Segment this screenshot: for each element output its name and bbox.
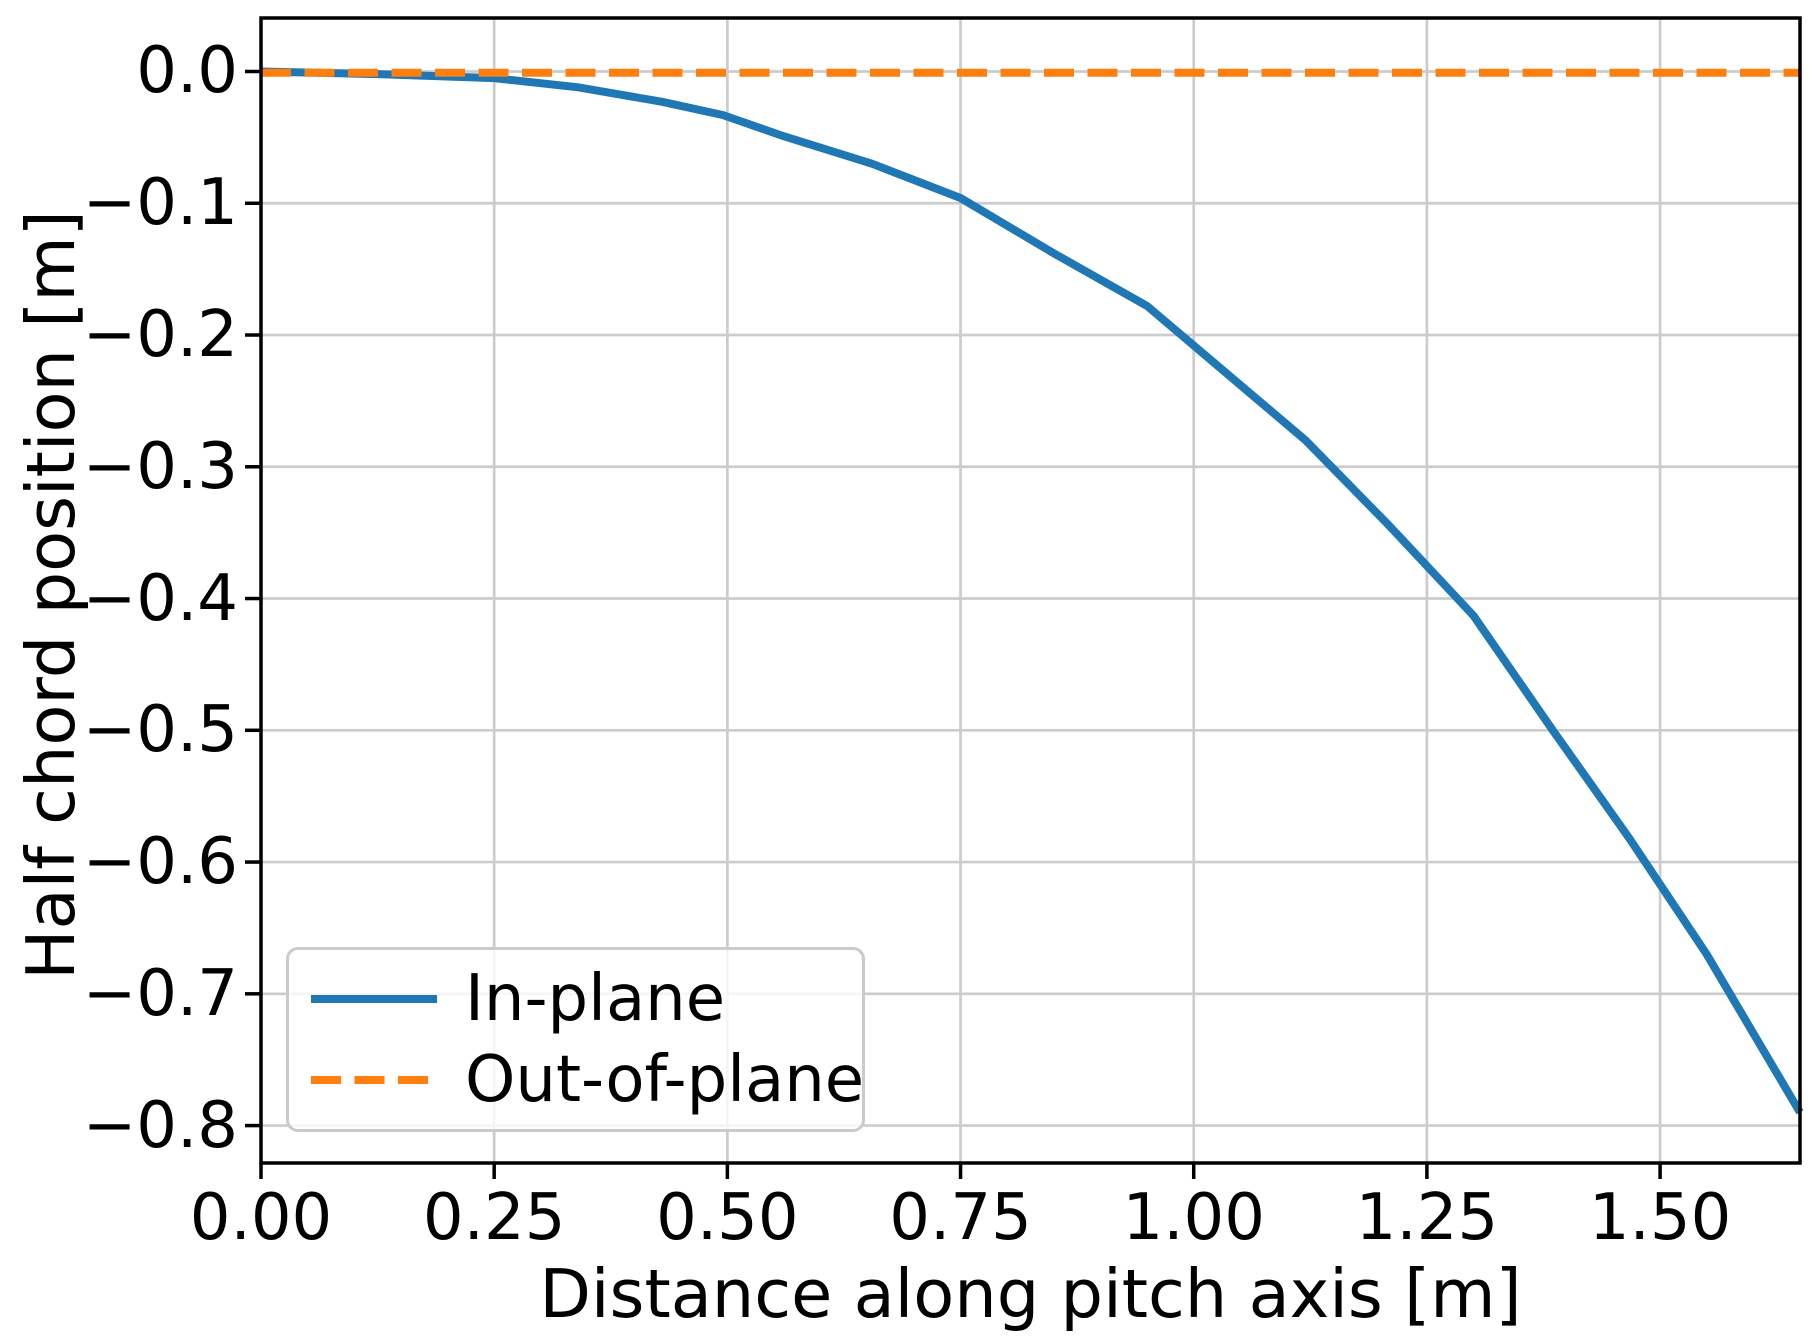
y-tick-label: −0.3 (82, 429, 238, 504)
x-tick-label: 0.75 (889, 1181, 1032, 1255)
x-tick-label: 1.25 (1355, 1181, 1499, 1255)
x-tick-label: 1.50 (1588, 1181, 1732, 1255)
x-tick-label: 0.25 (422, 1181, 566, 1255)
y-tick-label: −0.8 (82, 1088, 238, 1163)
x-axis-label: Distance along pitch axis [m] (539, 1255, 1522, 1333)
x-tick-label: 1.00 (1122, 1181, 1265, 1255)
plot-border (259, 16, 1802, 1165)
y-tick-label: −0.6 (82, 825, 238, 900)
legend-entry-out-of-plane: Out-of-plane (289, 1040, 865, 1122)
y-tick-label: −0.5 (82, 693, 238, 768)
y-tick-label: −0.4 (82, 561, 238, 636)
x-tick-label: 0.50 (656, 1181, 799, 1255)
legend-label-in-plane: In-plane (465, 961, 726, 1036)
legend-label-out-of-plane: Out-of-plane (465, 1043, 865, 1118)
y-tick-label: −0.2 (82, 298, 238, 373)
legend: In-plane Out-of-plane (286, 947, 865, 1132)
y-tick-label: 0.0 (136, 34, 238, 109)
legend-entry-in-plane: In-plane (289, 958, 862, 1040)
out-of-plane-line-icon (311, 1076, 437, 1085)
series-line-in-plane (260, 67, 1804, 1115)
y-tick-label: −0.7 (82, 956, 238, 1031)
in-plane-line-icon (311, 994, 437, 1003)
y-tick-label: −0.1 (82, 166, 238, 241)
x-tick-label: 0.00 (189, 1181, 333, 1255)
